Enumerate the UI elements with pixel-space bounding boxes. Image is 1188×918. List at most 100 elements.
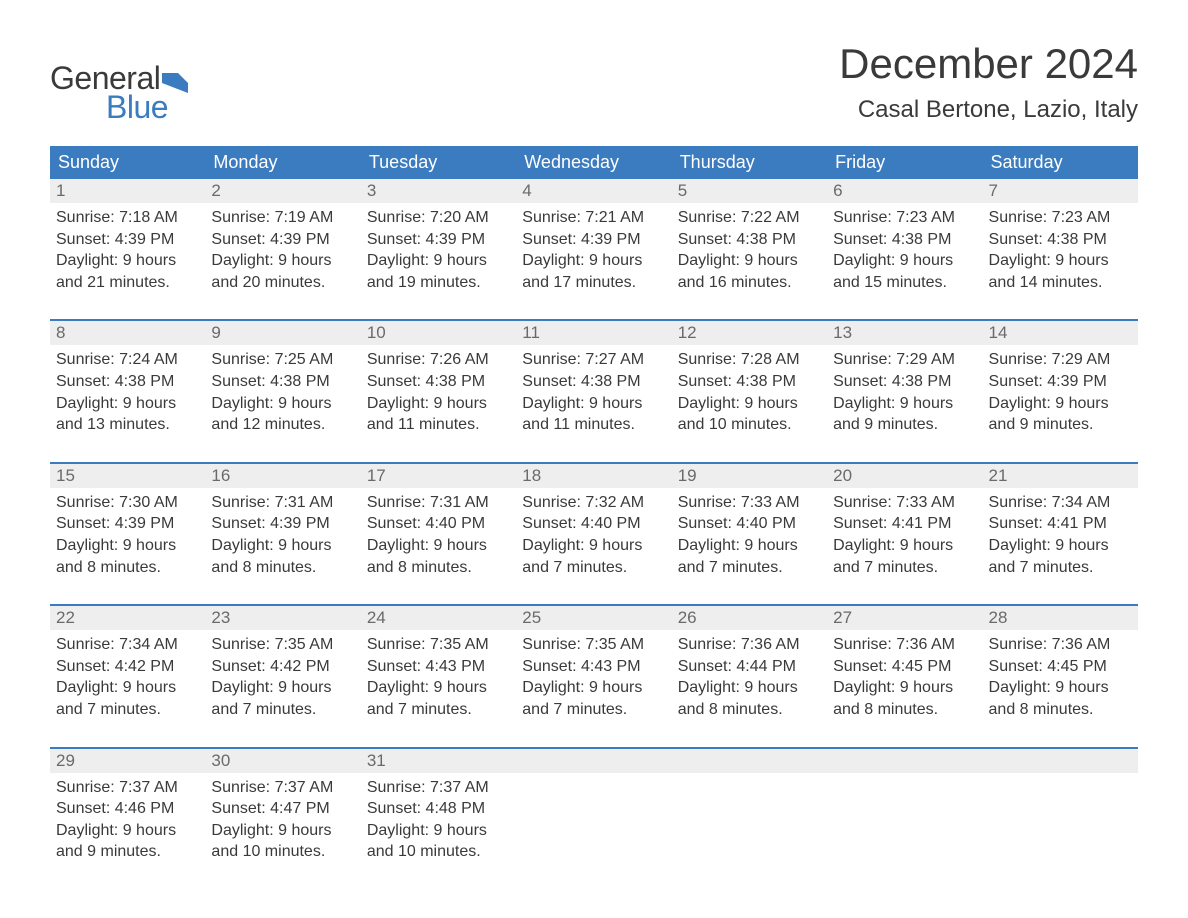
day-body: Sunrise: 7:24 AMSunset: 4:38 PMDaylight:… [50, 345, 205, 449]
logo-text-blue: Blue [106, 89, 188, 126]
sunset-text: Sunset: 4:39 PM [56, 513, 199, 535]
sunrise-text: Sunrise: 7:29 AM [833, 349, 976, 371]
calendar-day: 26Sunrise: 7:36 AMSunset: 4:44 PMDayligh… [672, 606, 827, 734]
day-body: Sunrise: 7:37 AMSunset: 4:46 PMDaylight:… [50, 773, 205, 877]
sunrise-text: Sunrise: 7:31 AM [211, 492, 354, 514]
daylight-text: Daylight: 9 hours and 16 minutes. [678, 250, 821, 293]
header: General Blue December 2024 Casal Bertone… [50, 40, 1138, 126]
sunset-text: Sunset: 4:43 PM [522, 656, 665, 678]
day-header-friday: Friday [827, 146, 982, 179]
sunset-text: Sunset: 4:38 PM [989, 229, 1132, 251]
day-body: Sunrise: 7:25 AMSunset: 4:38 PMDaylight:… [205, 345, 360, 449]
day-number: 14 [983, 321, 1138, 345]
sunset-text: Sunset: 4:39 PM [211, 513, 354, 535]
logo: General Blue [50, 40, 188, 126]
sunset-text: Sunset: 4:40 PM [367, 513, 510, 535]
day-header-row: Sunday Monday Tuesday Wednesday Thursday… [50, 146, 1138, 179]
calendar-day: 19Sunrise: 7:33 AMSunset: 4:40 PMDayligh… [672, 464, 827, 592]
daylight-text: Daylight: 9 hours and 8 minutes. [367, 535, 510, 578]
daylight-text: Daylight: 9 hours and 8 minutes. [678, 677, 821, 720]
sunrise-text: Sunrise: 7:19 AM [211, 207, 354, 229]
sunset-text: Sunset: 4:39 PM [989, 371, 1132, 393]
sunset-text: Sunset: 4:45 PM [833, 656, 976, 678]
day-number: 6 [827, 179, 982, 203]
sunrise-text: Sunrise: 7:23 AM [989, 207, 1132, 229]
sunset-text: Sunset: 4:39 PM [367, 229, 510, 251]
day-number-empty [827, 749, 982, 773]
sunset-text: Sunset: 4:38 PM [833, 371, 976, 393]
daylight-text: Daylight: 9 hours and 15 minutes. [833, 250, 976, 293]
sunset-text: Sunset: 4:47 PM [211, 798, 354, 820]
sunset-text: Sunset: 4:40 PM [522, 513, 665, 535]
calendar-day [983, 749, 1138, 877]
sunset-text: Sunset: 4:48 PM [367, 798, 510, 820]
daylight-text: Daylight: 9 hours and 7 minutes. [56, 677, 199, 720]
sunrise-text: Sunrise: 7:36 AM [989, 634, 1132, 656]
sunrise-text: Sunrise: 7:37 AM [211, 777, 354, 799]
sunset-text: Sunset: 4:38 PM [678, 371, 821, 393]
calendar-day: 27Sunrise: 7:36 AMSunset: 4:45 PMDayligh… [827, 606, 982, 734]
calendar-day: 23Sunrise: 7:35 AMSunset: 4:42 PMDayligh… [205, 606, 360, 734]
calendar-day: 13Sunrise: 7:29 AMSunset: 4:38 PMDayligh… [827, 321, 982, 449]
calendar-day: 15Sunrise: 7:30 AMSunset: 4:39 PMDayligh… [50, 464, 205, 592]
sunrise-text: Sunrise: 7:35 AM [522, 634, 665, 656]
sunrise-text: Sunrise: 7:25 AM [211, 349, 354, 371]
day-body: Sunrise: 7:27 AMSunset: 4:38 PMDaylight:… [516, 345, 671, 449]
day-body: Sunrise: 7:35 AMSunset: 4:42 PMDaylight:… [205, 630, 360, 734]
sunset-text: Sunset: 4:39 PM [211, 229, 354, 251]
daylight-text: Daylight: 9 hours and 17 minutes. [522, 250, 665, 293]
sunrise-text: Sunrise: 7:27 AM [522, 349, 665, 371]
day-number-empty [516, 749, 671, 773]
sunrise-text: Sunrise: 7:35 AM [211, 634, 354, 656]
sunrise-text: Sunrise: 7:26 AM [367, 349, 510, 371]
daylight-text: Daylight: 9 hours and 8 minutes. [56, 535, 199, 578]
daylight-text: Daylight: 9 hours and 7 minutes. [678, 535, 821, 578]
daylight-text: Daylight: 9 hours and 19 minutes. [367, 250, 510, 293]
day-number: 24 [361, 606, 516, 630]
day-number: 4 [516, 179, 671, 203]
daylight-text: Daylight: 9 hours and 8 minutes. [833, 677, 976, 720]
daylight-text: Daylight: 9 hours and 9 minutes. [56, 820, 199, 863]
week-row: 15Sunrise: 7:30 AMSunset: 4:39 PMDayligh… [50, 462, 1138, 592]
day-body: Sunrise: 7:31 AMSunset: 4:40 PMDaylight:… [361, 488, 516, 592]
calendar-day: 1Sunrise: 7:18 AMSunset: 4:39 PMDaylight… [50, 179, 205, 307]
calendar-day: 14Sunrise: 7:29 AMSunset: 4:39 PMDayligh… [983, 321, 1138, 449]
daylight-text: Daylight: 9 hours and 7 minutes. [522, 677, 665, 720]
calendar-day: 7Sunrise: 7:23 AMSunset: 4:38 PMDaylight… [983, 179, 1138, 307]
day-number: 25 [516, 606, 671, 630]
sunrise-text: Sunrise: 7:36 AM [833, 634, 976, 656]
daylight-text: Daylight: 9 hours and 11 minutes. [367, 393, 510, 436]
day-body: Sunrise: 7:33 AMSunset: 4:40 PMDaylight:… [672, 488, 827, 592]
daylight-text: Daylight: 9 hours and 8 minutes. [211, 535, 354, 578]
calendar-day: 12Sunrise: 7:28 AMSunset: 4:38 PMDayligh… [672, 321, 827, 449]
day-number: 22 [50, 606, 205, 630]
calendar-day: 5Sunrise: 7:22 AMSunset: 4:38 PMDaylight… [672, 179, 827, 307]
sunrise-text: Sunrise: 7:36 AM [678, 634, 821, 656]
day-body: Sunrise: 7:36 AMSunset: 4:45 PMDaylight:… [827, 630, 982, 734]
calendar-day: 4Sunrise: 7:21 AMSunset: 4:39 PMDaylight… [516, 179, 671, 307]
calendar-day: 20Sunrise: 7:33 AMSunset: 4:41 PMDayligh… [827, 464, 982, 592]
daylight-text: Daylight: 9 hours and 11 minutes. [522, 393, 665, 436]
daylight-text: Daylight: 9 hours and 7 minutes. [833, 535, 976, 578]
day-number: 26 [672, 606, 827, 630]
calendar-day: 28Sunrise: 7:36 AMSunset: 4:45 PMDayligh… [983, 606, 1138, 734]
weeks-container: 1Sunrise: 7:18 AMSunset: 4:39 PMDaylight… [50, 179, 1138, 877]
day-header-thursday: Thursday [672, 146, 827, 179]
day-number: 3 [361, 179, 516, 203]
sunrise-text: Sunrise: 7:31 AM [367, 492, 510, 514]
day-number: 18 [516, 464, 671, 488]
day-number: 17 [361, 464, 516, 488]
day-body: Sunrise: 7:35 AMSunset: 4:43 PMDaylight:… [361, 630, 516, 734]
calendar-day: 10Sunrise: 7:26 AMSunset: 4:38 PMDayligh… [361, 321, 516, 449]
day-body: Sunrise: 7:34 AMSunset: 4:41 PMDaylight:… [983, 488, 1138, 592]
day-number: 10 [361, 321, 516, 345]
calendar-day: 30Sunrise: 7:37 AMSunset: 4:47 PMDayligh… [205, 749, 360, 877]
calendar: Sunday Monday Tuesday Wednesday Thursday… [50, 146, 1138, 877]
calendar-day: 16Sunrise: 7:31 AMSunset: 4:39 PMDayligh… [205, 464, 360, 592]
week-row: 29Sunrise: 7:37 AMSunset: 4:46 PMDayligh… [50, 747, 1138, 877]
day-number: 5 [672, 179, 827, 203]
day-body: Sunrise: 7:37 AMSunset: 4:47 PMDaylight:… [205, 773, 360, 877]
sunset-text: Sunset: 4:40 PM [678, 513, 821, 535]
week-row: 8Sunrise: 7:24 AMSunset: 4:38 PMDaylight… [50, 319, 1138, 449]
sunset-text: Sunset: 4:46 PM [56, 798, 199, 820]
